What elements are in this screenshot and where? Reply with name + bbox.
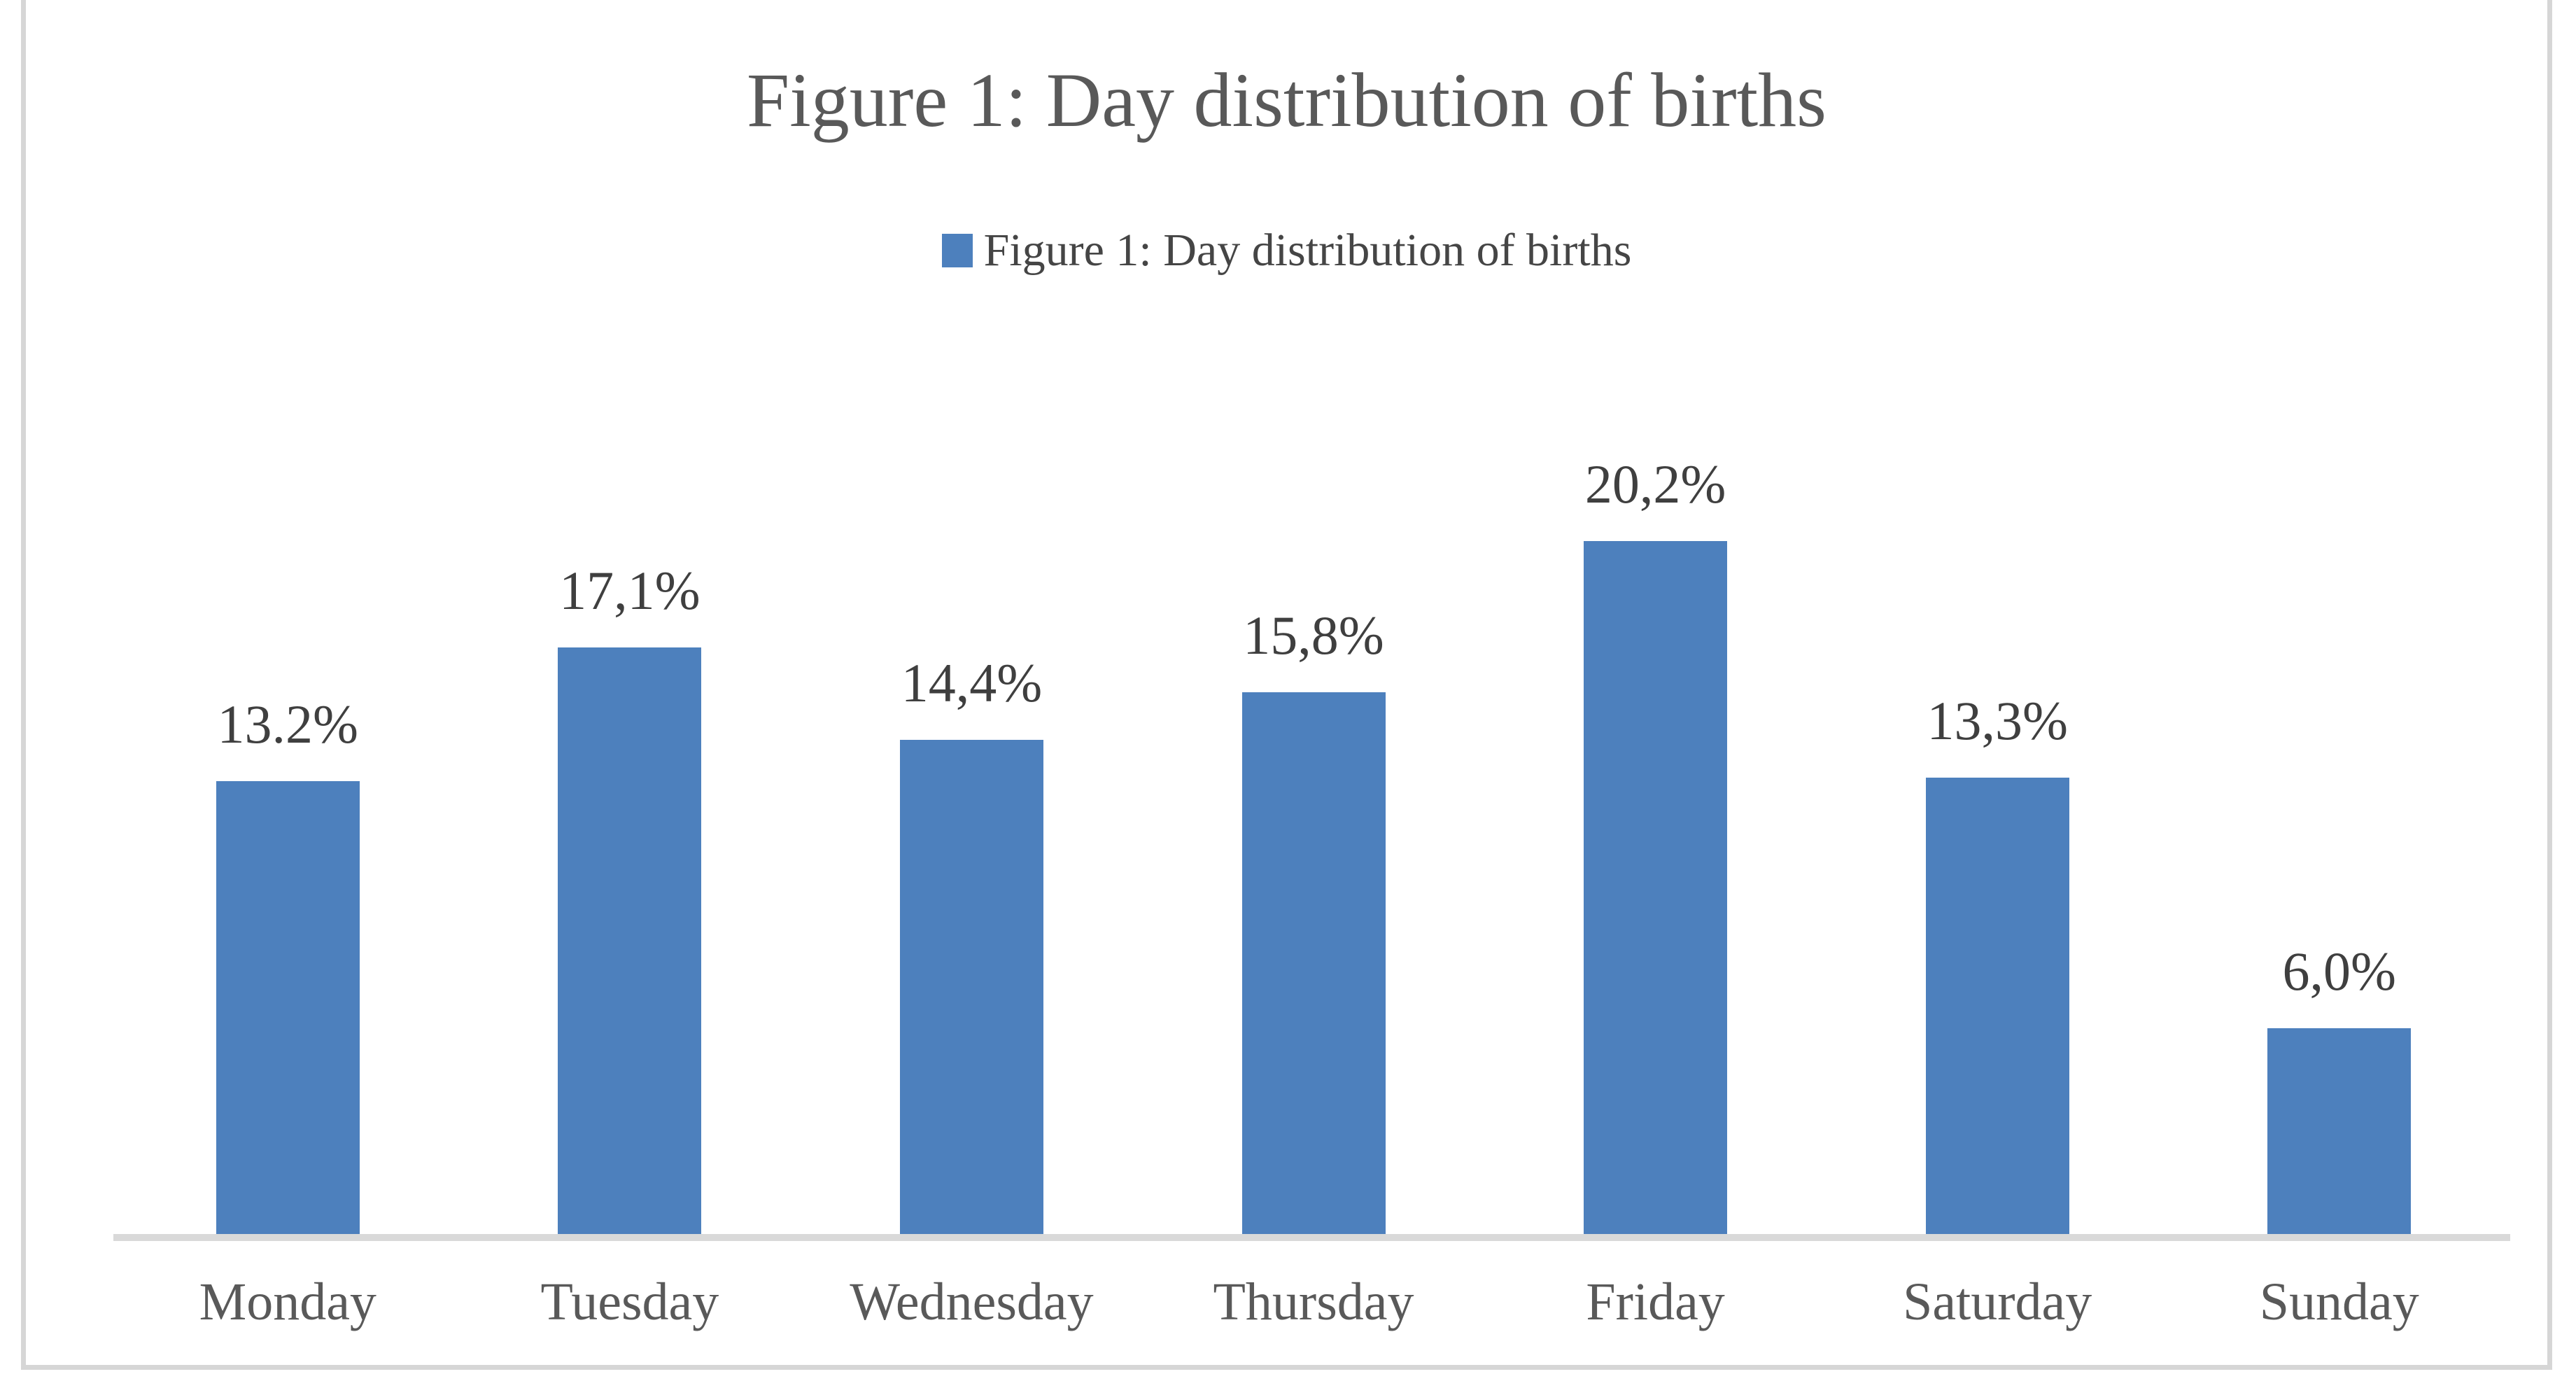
category-labels-row: Monday Tuesday Wednesday Thursday Friday Satu… [117, 1260, 2510, 1344]
x-axis-label: Saturday [1903, 1272, 2092, 1331]
bar [899, 740, 1043, 1234]
legend-label: Figure 1: Day distribution of births [983, 225, 1632, 276]
bar-value-label: 20,2% [1584, 454, 1726, 514]
bar-column: 15,8% [1143, 608, 1485, 1234]
bar-value-label: 13.2% [217, 694, 359, 755]
bar [1925, 778, 2069, 1234]
bar-column: 13.2% [117, 697, 459, 1234]
bar-value-label: 15,8% [1243, 605, 1384, 666]
bar [2267, 1028, 2412, 1234]
x-axis-line [113, 1234, 2510, 1241]
bar-column: 6,0% [2168, 944, 2510, 1234]
bar-column: 13,3% [1827, 694, 2169, 1234]
bar [1584, 541, 1728, 1234]
bar [216, 781, 360, 1234]
x-axis-label: Thursday [1213, 1272, 1414, 1331]
x-axis-label: Monday [199, 1272, 376, 1331]
bar-column: 17,1% [459, 563, 801, 1234]
plot-area: 13.2% 17,1% 14,4% 15,8% 20,2% 13,3% 6,0% [117, 0, 2510, 1234]
x-axis-label: Friday [1586, 1272, 1725, 1331]
x-axis-label: Wednesday [850, 1272, 1094, 1331]
legend: Figure 1: Day distribution of births [26, 223, 2547, 279]
chart-title: Figure 1: Day distribution of births [747, 57, 1827, 143]
x-axis-label: Sunday [2259, 1272, 2419, 1331]
bar-value-label: 13,3% [1927, 690, 2068, 751]
bar-value-label: 17,1% [559, 560, 701, 621]
chart-frame: Figure 1: Day distribution of births Fig… [21, 0, 2552, 1370]
bar-column: 20,2% [1484, 457, 1827, 1234]
bar [1241, 692, 1386, 1234]
bar [558, 647, 702, 1234]
legend-swatch [941, 234, 973, 267]
bar-value-label: 14,4% [901, 652, 1043, 713]
x-axis-label: Tuesday [540, 1272, 719, 1331]
bar-column: 14,4% [801, 656, 1143, 1234]
bar-value-label: 6,0% [2282, 941, 2396, 1002]
